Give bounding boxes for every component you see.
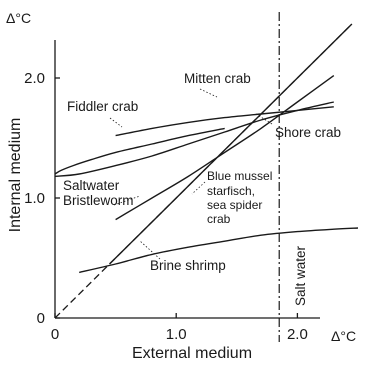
annotation-label: crab [207, 212, 231, 226]
x-tick-label: 2.0 [287, 326, 308, 343]
series-line-shore-crab [54, 101, 334, 178]
annotation-leader [109, 117, 123, 128]
annotation-label: Mitten crab [184, 71, 251, 86]
annotation-label: Brine shrimp [150, 258, 226, 273]
isosmotic-line [54, 23, 353, 319]
series-line-blue-mussel-starfisch-sea-spider-crab [109, 23, 353, 265]
x-axis-title: External medium [132, 345, 252, 362]
annotation-label: starfisch, [207, 184, 255, 198]
annotation-leader [199, 88, 218, 98]
salt-water-label: Salt water [293, 245, 308, 306]
annotation-label: Blue mussel [207, 169, 272, 183]
x-tick-label: 1.0 [166, 326, 187, 343]
axes-group: 0 1.0 2.0 0 1.0 2.0 [24, 12, 320, 343]
y-tick-label: 0 [37, 310, 45, 327]
series-group [54, 23, 359, 319]
y-axis-title: Internal medium [7, 118, 24, 233]
series-line-saltwater-bristleworm [54, 127, 225, 175]
y-tick-label: 1.0 [24, 190, 45, 207]
annotation-label: Fiddler crab [67, 99, 138, 114]
annotation-leader [191, 181, 206, 195]
series-line-mitten-crab [115, 75, 335, 221]
y-tick-label: 2.0 [24, 70, 45, 87]
annotation-label: Bristleworm [63, 193, 134, 208]
annotations-group: Mitten crab Fiddler crab Shore crab Saltwat… [63, 71, 341, 273]
annotation-leader [113, 195, 141, 206]
x-axis-unit: Δ°C [331, 328, 356, 344]
y-axis-unit: Δ°C [6, 10, 31, 26]
series-line-brine-shrimp [79, 227, 359, 274]
annotation-label: Shore crab [275, 125, 341, 140]
annotation-label: sea spider [207, 198, 262, 212]
x-tick-label: 0 [51, 326, 59, 343]
annotation-label: Saltwater [63, 178, 120, 193]
annotation-leader [139, 240, 161, 260]
